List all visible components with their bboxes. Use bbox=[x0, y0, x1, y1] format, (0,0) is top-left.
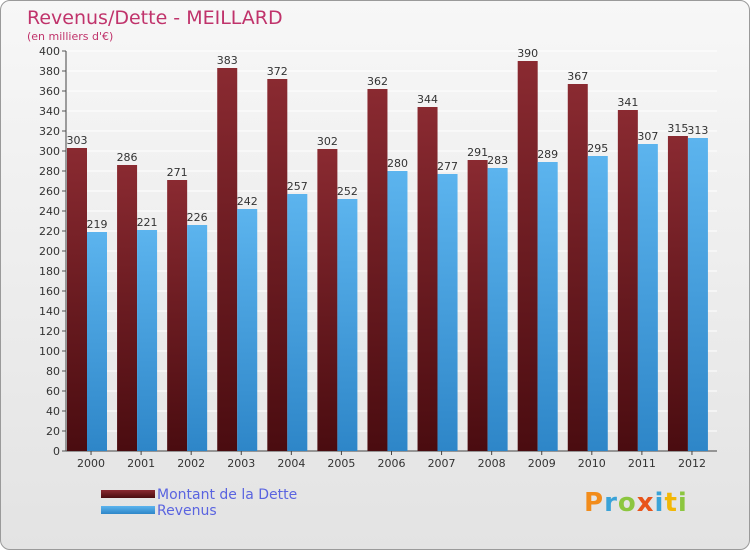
data-label: 291 bbox=[467, 146, 488, 159]
data-label: 219 bbox=[87, 218, 108, 231]
y-tick-label: 100 bbox=[39, 345, 60, 358]
y-tick-label: 60 bbox=[46, 385, 60, 398]
chart-subtitle: (en milliers d'€) bbox=[27, 30, 114, 43]
bar-revenus bbox=[237, 209, 258, 451]
proxiti-logo: Proxiti bbox=[584, 488, 688, 518]
bar-dette bbox=[317, 149, 338, 451]
x-tick-label: 2005 bbox=[327, 457, 355, 470]
bar-revenus bbox=[487, 168, 508, 451]
data-label: 289 bbox=[537, 148, 558, 161]
y-tick-label: 260 bbox=[39, 185, 60, 198]
bar-revenus bbox=[287, 194, 308, 451]
x-tick-label: 2010 bbox=[578, 457, 606, 470]
x-tick-label: 2004 bbox=[277, 457, 305, 470]
x-tick-label: 2002 bbox=[177, 457, 205, 470]
y-tick-label: 280 bbox=[39, 165, 60, 178]
bar-dette bbox=[417, 107, 438, 451]
bar-dette bbox=[167, 180, 188, 451]
bar-dette bbox=[667, 136, 688, 451]
data-label: 344 bbox=[417, 93, 438, 106]
y-tick-label: 240 bbox=[39, 205, 60, 218]
chart-title: Revenus/Dette - MEILLARD bbox=[27, 7, 283, 29]
legend-label-dette: Montant de la Dette bbox=[157, 487, 298, 503]
bar-revenus bbox=[337, 199, 358, 451]
x-tick-label: 2003 bbox=[227, 457, 255, 470]
bar-dette bbox=[117, 165, 138, 451]
data-label: 226 bbox=[187, 211, 208, 224]
bar-revenus bbox=[537, 162, 558, 451]
data-label: 302 bbox=[317, 135, 338, 148]
data-label: 372 bbox=[267, 65, 288, 78]
y-tick-label: 40 bbox=[46, 405, 60, 418]
y-tick-label: 360 bbox=[39, 85, 60, 98]
x-tick-label: 2006 bbox=[378, 457, 406, 470]
data-label: 252 bbox=[337, 185, 358, 198]
x-tick-label: 2009 bbox=[528, 457, 556, 470]
legend-swatch-dette bbox=[101, 490, 155, 498]
y-tick-label: 200 bbox=[39, 245, 60, 258]
y-tick-label: 120 bbox=[39, 325, 60, 338]
x-tick-label: 2008 bbox=[478, 457, 506, 470]
data-label: 286 bbox=[117, 151, 138, 164]
data-label: 303 bbox=[67, 134, 88, 147]
data-label: 315 bbox=[667, 122, 688, 135]
y-tick-label: 340 bbox=[39, 105, 60, 118]
bar-revenus bbox=[387, 171, 408, 451]
data-label: 242 bbox=[237, 195, 258, 208]
bar-dette bbox=[567, 84, 588, 451]
data-label: 362 bbox=[367, 75, 388, 88]
bar-dette bbox=[67, 148, 87, 451]
data-label: 280 bbox=[387, 157, 408, 170]
bar-revenus bbox=[187, 225, 208, 451]
data-label: 341 bbox=[617, 96, 638, 109]
bar-dette bbox=[517, 61, 538, 451]
data-label: 257 bbox=[287, 180, 308, 193]
data-label: 383 bbox=[217, 54, 238, 67]
y-tick-label: 160 bbox=[39, 285, 60, 298]
y-tick-label: 400 bbox=[39, 45, 60, 58]
data-label: 390 bbox=[517, 47, 538, 60]
x-tick-label: 2011 bbox=[628, 457, 656, 470]
data-label: 367 bbox=[567, 70, 588, 83]
data-label: 271 bbox=[167, 166, 188, 179]
y-tick-label: 180 bbox=[39, 265, 60, 278]
data-label: 307 bbox=[637, 130, 658, 143]
data-label: 221 bbox=[137, 216, 158, 229]
bar-revenus bbox=[137, 230, 158, 451]
data-label: 283 bbox=[487, 154, 508, 167]
y-tick-label: 300 bbox=[39, 145, 60, 158]
y-tick-label: 0 bbox=[53, 445, 60, 458]
y-tick-label: 80 bbox=[46, 365, 60, 378]
data-label: 313 bbox=[687, 124, 708, 137]
bar-dette bbox=[267, 79, 288, 451]
bar-dette bbox=[617, 110, 638, 451]
bar-revenus bbox=[437, 174, 458, 451]
legend-label-revenus: Revenus bbox=[157, 503, 217, 519]
data-label: 277 bbox=[437, 160, 458, 173]
y-tick-label: 20 bbox=[46, 425, 60, 438]
y-tick-label: 320 bbox=[39, 125, 60, 138]
legend-swatch-revenus bbox=[101, 506, 155, 514]
x-tick-label: 2007 bbox=[428, 457, 456, 470]
x-tick-label: 2000 bbox=[77, 457, 105, 470]
y-tick-label: 140 bbox=[39, 305, 60, 318]
x-tick-label: 2001 bbox=[127, 457, 155, 470]
bar-dette bbox=[367, 89, 388, 451]
y-tick-label: 220 bbox=[39, 225, 60, 238]
bar-revenus bbox=[587, 156, 608, 451]
x-tick-label: 2012 bbox=[678, 457, 706, 470]
bar-dette bbox=[217, 68, 238, 451]
bar-dette bbox=[467, 160, 488, 451]
bar-revenus bbox=[687, 138, 708, 451]
bar-revenus bbox=[637, 144, 658, 451]
bar-revenus bbox=[87, 232, 107, 451]
y-tick-label: 380 bbox=[39, 65, 60, 78]
data-label: 295 bbox=[587, 142, 608, 155]
